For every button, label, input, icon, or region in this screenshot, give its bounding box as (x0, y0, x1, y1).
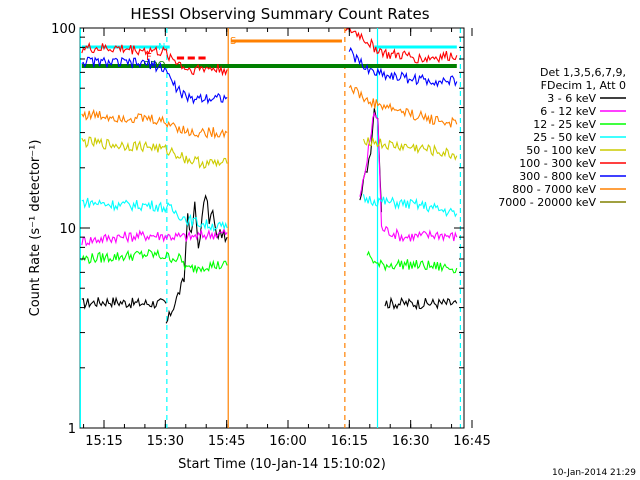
x-tick-label-5: 16:15 (331, 434, 368, 449)
x-tick-label-3: 15:45 (208, 434, 245, 449)
legend-label-2: 6 - 12 keV (540, 105, 596, 118)
legend-label-8: 800 - 7000 keV (512, 183, 596, 196)
legend-header-2: FDecim 1, Att 0 (541, 79, 626, 92)
series-line-25-50-kev-seg-1 (81, 197, 228, 233)
axis-layer: 15:15 15:30 15:45 16:00 16:15 16:30 16:45 1 10 10… (51, 22, 491, 449)
series-line-800-7000-kev-seg-2 (348, 84, 458, 128)
series-line-100-300-kev-seg-1 (81, 41, 228, 77)
x-tick-label-4: 16:00 (269, 434, 306, 449)
legend: Det 1,3,5,6,7,9,FDecim 1, Att 03 - 6 keV… (498, 66, 626, 209)
legend-label-9: 7000 - 20000 keV (498, 196, 596, 209)
chart-title: HESSI Observing Summary Count Rates (130, 5, 429, 23)
series-line-800-7000-kev-seg-1 (81, 108, 228, 140)
marker-label-f: F (146, 52, 152, 63)
y-tick-label-2: 10 (59, 222, 76, 237)
series-line-3-6-kev-seg-2 (165, 194, 228, 324)
x-tick-label-1: 15:15 (85, 434, 122, 449)
legend-label-3: 12 - 25 keV (533, 118, 596, 131)
legend-label-6: 100 - 300 keV (519, 157, 596, 170)
legend-label-4: 25 - 50 keV (533, 131, 596, 144)
marker-label-s: S (230, 36, 236, 47)
legend-label-1: 3 - 6 keV (547, 92, 596, 105)
y-axis-label: Count Rate (s⁻¹ detector⁻¹) (28, 140, 43, 317)
legend-label-7: 300 - 800 keV (519, 170, 596, 183)
x-tick-label-7: 16:45 (453, 434, 490, 449)
legend-header-1: Det 1,3,5,6,7,9, (540, 66, 626, 79)
series-line-100-300-kev-seg-2 (345, 28, 458, 64)
series-line-12-25-kev-seg-1 (81, 248, 228, 275)
legend-label-5: 50 - 100 keV (526, 144, 596, 157)
x-axis-label: Start Time (10-Jan-14 15:10:02) (178, 457, 386, 472)
marker-label-rdo: RDO (143, 60, 166, 71)
marker-label-n: N (158, 42, 165, 53)
series-line-12-25-kev-seg-2 (366, 250, 458, 274)
series-line-300-800-kev-seg-2 (348, 46, 458, 88)
x-tick-label-6: 16:30 (392, 434, 429, 449)
series-line-25-50-kev-seg-2 (362, 194, 458, 218)
x-tick-label-2: 15:30 (147, 434, 184, 449)
y-tick-label-3: 100 (51, 22, 76, 37)
series-line-3-6-kev-seg-1 (81, 296, 167, 310)
y-tick-label-1: 1 (68, 422, 76, 437)
series-line-50-100-kev-seg-1 (81, 136, 228, 169)
timestamp: 10-Jan-2014 21:29 (552, 468, 636, 478)
series-line-3-6-kev-seg-4 (384, 296, 458, 311)
series-line-6-12-kev-seg-1 (81, 227, 228, 247)
series-line-50-100-kev-seg-2 (362, 137, 458, 161)
series-line-6-12-kev-seg-2 (359, 111, 458, 243)
series-line-300-800-kev-seg-1 (81, 56, 228, 105)
